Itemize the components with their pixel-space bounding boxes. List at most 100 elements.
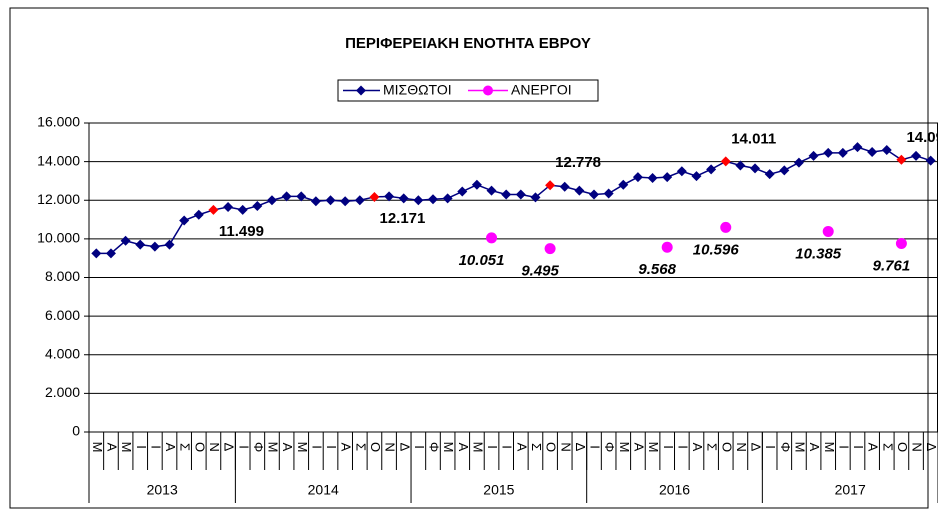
y-tick-label: 10.000 [37,230,80,246]
x-tick-label: Δ [397,443,412,452]
y-tick-label: 6.000 [45,307,80,323]
marker [720,156,731,167]
data-label: 12.171 [379,210,425,227]
data-label: 9.761 [873,257,911,274]
marker [296,191,307,202]
x-tick-label: Α [514,443,529,452]
x-tick-label: Ο [544,442,559,452]
marker [369,191,380,202]
marker [793,157,804,168]
legend-label: ΑΝΕΡΓΟΙ [511,82,572,98]
marker [486,185,497,196]
marker [179,215,190,226]
x-tick-label: Ν [558,442,573,451]
y-tick-label: 4.000 [45,345,80,361]
marker [823,147,834,158]
x-tick-label: Μ [441,442,456,453]
marker [223,202,234,213]
x-tick-label: Σ [178,443,193,451]
x-tick-label: Ι [763,445,778,449]
x-tick-label: Α [631,443,646,452]
marker [193,209,204,220]
marker [881,145,892,156]
marker [852,142,863,153]
marker [779,165,790,176]
x-tick-label: Ι [588,445,603,449]
x-tick-label: Μ [119,442,134,453]
x-tick-label: Ι [236,445,251,449]
x-tick-label: Α [866,443,881,452]
data-label: 10.596 [693,241,740,258]
marker [706,164,717,175]
data-label: 12.778 [555,154,601,171]
x-group-label: 2013 [147,482,178,498]
x-tick-label: Α [163,443,178,452]
marker [281,191,292,202]
marker [896,154,907,165]
marker [691,171,702,182]
marker [135,239,146,250]
y-tick-label: 2.000 [45,384,80,400]
x-tick-label: Δ [749,443,764,452]
x-tick-label: Σ [529,443,544,451]
marker [647,173,658,184]
x-tick-label: Ι [485,445,500,449]
x-group-label: 2014 [308,482,339,498]
marker [471,179,482,190]
x-tick-label: Ο [895,442,910,452]
marker [676,166,687,177]
marker [149,241,160,252]
marker [208,204,219,215]
marker [544,243,556,255]
marker [310,196,321,207]
x-tick-label: Φ [602,442,617,452]
chart-title: ΠΕΡΙΦΕΡΕΙΑΚΗ ΕΝΟΤΗΤΑ ΕΒΡΟΥ [345,35,591,52]
x-tick-label: Σ [353,443,368,451]
marker [867,146,878,157]
marker [808,150,819,161]
marker [354,195,365,206]
x-tick-label: Ο [368,442,383,452]
y-tick-label: 14.000 [37,152,80,168]
x-tick-label: Ι [324,445,339,449]
x-tick-label: Δ [222,443,237,452]
marker [735,160,746,171]
x-tick-label: Ι [851,445,866,449]
marker [530,192,541,203]
x-group-label: 2015 [483,482,514,498]
data-label: 14.011 [731,130,776,147]
legend-marker [356,85,366,96]
x-tick-label: Μ [295,442,310,453]
marker [632,172,643,183]
x-tick-label: Α [105,443,120,452]
x-tick-label: Ι [661,445,676,449]
x-tick-label: Φ [427,442,442,452]
x-tick-label: Ι [134,445,149,449]
marker [574,185,585,196]
marker [559,181,570,192]
marker [105,248,116,259]
marker [925,155,936,166]
legend-label: ΜΙΣΘΩΤΟΙ [383,82,452,98]
marker [822,225,834,237]
x-tick-label: Μ [646,442,661,453]
marker [164,239,175,250]
x-tick-label: Ν [207,442,222,451]
x-tick-label: Α [456,443,471,452]
marker [413,195,424,206]
x-tick-label: Ι [836,445,851,449]
data-label: 10.385 [795,245,842,262]
marker [384,191,395,202]
x-tick-label: Ι [148,445,163,449]
marker [911,150,922,161]
marker [398,193,409,204]
marker [837,147,848,158]
x-tick-label: Ι [500,445,515,449]
x-tick-label: Ι [675,445,690,449]
marker [589,189,600,200]
data-label: 11.499 [219,223,264,240]
x-tick-label: Φ [251,442,266,452]
x-tick-label: Α [339,443,354,452]
data-label: 14.095 [906,129,938,146]
marker [340,196,351,207]
